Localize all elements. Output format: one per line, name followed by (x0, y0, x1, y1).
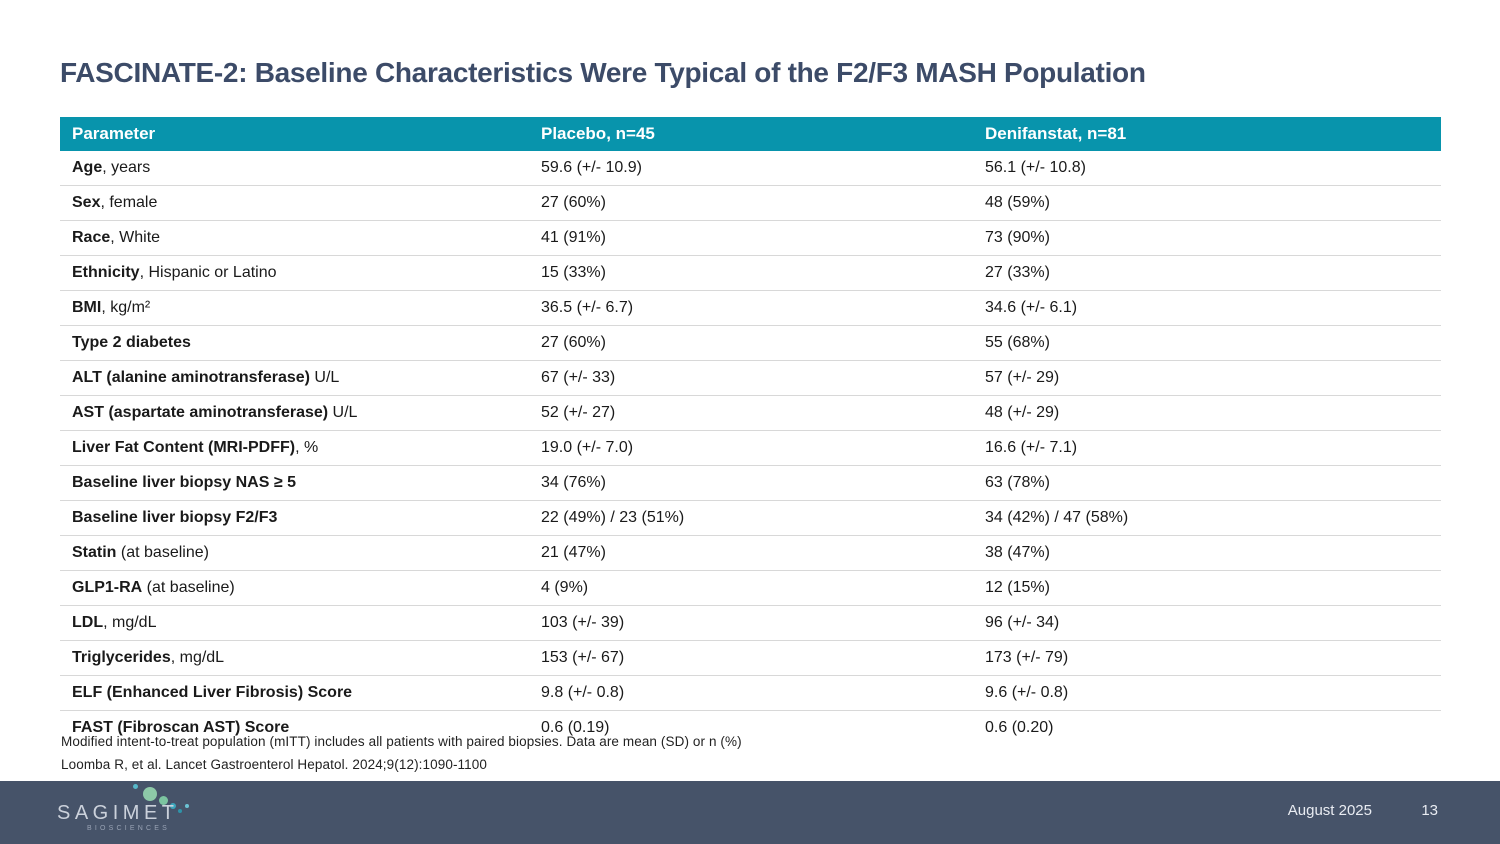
footer-date: August 2025 (1287, 802, 1372, 819)
column-header-denifanstat: Denifanstat, n=81 (985, 124, 1127, 143)
denifanstat-value-cell: 55 (68%) (985, 334, 1050, 351)
denifanstat-value-cell: 173 (+/- 79) (985, 649, 1069, 666)
table-row: GLP1-RA (at baseline) 4 (9%) 12 (15%) (60, 571, 1441, 606)
parameter-cell: Age, years (72, 159, 151, 176)
placebo-value-cell: 59.6 (+/- 10.9) (541, 159, 642, 176)
logo-dot-icon (185, 803, 189, 808)
logo-brand-name: SAGIMET (57, 801, 179, 824)
table-row: Age, years 59.6 (+/- 10.9) 56.1 (+/- 10.… (60, 151, 1441, 186)
table-row: ELF (Enhanced Liver Fibrosis) Score 9.8 … (60, 676, 1441, 711)
logo-dot-icon (133, 783, 138, 789)
denifanstat-value-cell: 12 (15%) (985, 579, 1050, 596)
denifanstat-value-cell: 48 (+/- 29) (985, 404, 1060, 421)
denifanstat-value-cell: 48 (59%) (985, 194, 1050, 211)
placebo-value-cell: 19.0 (+/- 7.0) (541, 439, 634, 456)
slide-title: FASCINATE-2: Baseline Characteristics We… (60, 57, 1146, 88)
placebo-value-cell: 153 (+/- 67) (541, 649, 625, 666)
parameter-cell: GLP1-RA (at baseline) (72, 579, 235, 596)
denifanstat-value-cell: 96 (+/- 34) (985, 614, 1060, 631)
parameter-cell: Statin (at baseline) (72, 544, 209, 561)
footnote-population: Modified intent-to-treat population (mIT… (61, 734, 742, 749)
table-row: ALT (alanine aminotransferase) U/L 67 (+… (60, 361, 1441, 396)
parameter-cell: Triglycerides, mg/dL (72, 649, 225, 666)
logo-dot-icon (143, 786, 157, 801)
denifanstat-value-cell: 38 (47%) (985, 544, 1050, 561)
table-row: Sex, female 27 (60%) 48 (59%) (60, 186, 1441, 221)
parameter-cell: AST (aspartate aminotransferase) U/L (72, 404, 358, 421)
table-row: Type 2 diabetes 27 (60%) 55 (68%) (60, 326, 1441, 361)
parameter-cell: LDL, mg/dL (72, 614, 157, 631)
denifanstat-value-cell: 57 (+/- 29) (985, 369, 1060, 386)
placebo-value-cell: 15 (33%) (541, 264, 606, 281)
placebo-value-cell: 4 (9%) (541, 579, 589, 596)
footer-bar: SAGIMET BIOSCIENCES August 2025 13 (0, 781, 1500, 844)
placebo-value-cell: 21 (47%) (541, 544, 606, 561)
placebo-value-cell: 41 (91%) (541, 229, 606, 246)
placebo-value-cell: 52 (+/- 27) (541, 404, 616, 421)
table-body: Age, years 59.6 (+/- 10.9) 56.1 (+/- 10.… (60, 151, 1441, 745)
placebo-value-cell: 22 (49%) / 23 (51%) (541, 509, 685, 526)
denifanstat-value-cell: 34.6 (+/- 6.1) (985, 299, 1078, 316)
placebo-value-cell: 27 (60%) (541, 194, 606, 211)
column-header-parameter: Parameter (72, 124, 156, 143)
baseline-characteristics-table: Parameter Placebo, n=45 Denifanstat, n=8… (60, 117, 1441, 745)
denifanstat-value-cell: 63 (78%) (985, 474, 1050, 491)
denifanstat-value-cell: 9.6 (+/- 0.8) (985, 684, 1069, 701)
table-row: Baseline liver biopsy NAS ≥ 5 34 (76%) 6… (60, 466, 1441, 501)
placebo-value-cell: 34 (76%) (541, 474, 606, 491)
logo-dot-icon (170, 802, 176, 809)
placebo-value-cell: 0.6 (0.19) (541, 719, 610, 736)
parameter-cell: Race, White (72, 229, 161, 246)
table-row: Race, White 41 (91%) 73 (90%) (60, 221, 1441, 256)
denifanstat-value-cell: 0.6 (0.20) (985, 719, 1054, 736)
logo-dot-icon (159, 795, 168, 805)
denifanstat-value-cell: 56.1 (+/- 10.8) (985, 159, 1086, 176)
parameter-cell: Ethnicity, Hispanic or Latino (72, 264, 277, 281)
table-row: Statin (at baseline) 21 (47%) 38 (47%) (60, 536, 1441, 571)
parameter-cell: FAST (Fibroscan AST) Score (72, 719, 290, 736)
table-row: Liver Fat Content (MRI-PDFF), % 19.0 (+/… (60, 431, 1441, 466)
denifanstat-value-cell: 34 (42%) / 47 (58%) (985, 509, 1129, 526)
parameter-cell: ALT (alanine aminotransferase) U/L (72, 369, 340, 386)
parameter-cell: Sex, female (72, 194, 158, 211)
placebo-value-cell: 67 (+/- 33) (541, 369, 616, 386)
parameter-cell: ELF (Enhanced Liver Fibrosis) Score (72, 684, 353, 701)
page-number: 13 (1421, 802, 1438, 819)
denifanstat-value-cell: 73 (90%) (985, 229, 1050, 246)
logo-dot-icon (178, 808, 182, 813)
parameter-cell: BMI, kg/m² (72, 299, 151, 316)
column-header-placebo: Placebo, n=45 (541, 124, 655, 143)
denifanstat-value-cell: 27 (33%) (985, 264, 1050, 281)
parameter-cell: Baseline liver biopsy F2/F3 (72, 509, 278, 526)
parameter-cell: Liver Fat Content (MRI-PDFF), % (72, 439, 319, 456)
table-row: FAST (Fibroscan AST) Score 0.6 (0.19) 0.… (60, 711, 1441, 745)
denifanstat-value-cell: 16.6 (+/- 7.1) (985, 439, 1078, 456)
logo-brand-subtitle: BIOSCIENCES (87, 824, 171, 832)
table-row: Triglycerides, mg/dL 153 (+/- 67) 173 (+… (60, 641, 1441, 676)
footnote-citation: Loomba R, et al. Lancet Gastroenterol He… (61, 757, 487, 772)
table-row: Ethnicity, Hispanic or Latino 15 (33%) 2… (60, 256, 1441, 291)
table-header-row: Parameter Placebo, n=45 Denifanstat, n=8… (60, 117, 1441, 151)
sagimet-logo: SAGIMET BIOSCIENCES (57, 783, 217, 838)
table-row: BMI, kg/m² 36.5 (+/- 6.7) 34.6 (+/- 6.1) (60, 291, 1441, 326)
table-row: LDL, mg/dL 103 (+/- 39) 96 (+/- 34) (60, 606, 1441, 641)
placebo-value-cell: 27 (60%) (541, 334, 606, 351)
parameter-cell: Baseline liver biopsy NAS ≥ 5 (72, 474, 296, 491)
placebo-value-cell: 9.8 (+/- 0.8) (541, 684, 625, 701)
table-row: AST (aspartate aminotransferase) U/L 52 … (60, 396, 1441, 431)
parameter-cell: Type 2 diabetes (72, 334, 191, 351)
table-row: Baseline liver biopsy F2/F3 22 (49%) / 2… (60, 501, 1441, 536)
placebo-value-cell: 36.5 (+/- 6.7) (541, 299, 634, 316)
placebo-value-cell: 103 (+/- 39) (541, 614, 625, 631)
